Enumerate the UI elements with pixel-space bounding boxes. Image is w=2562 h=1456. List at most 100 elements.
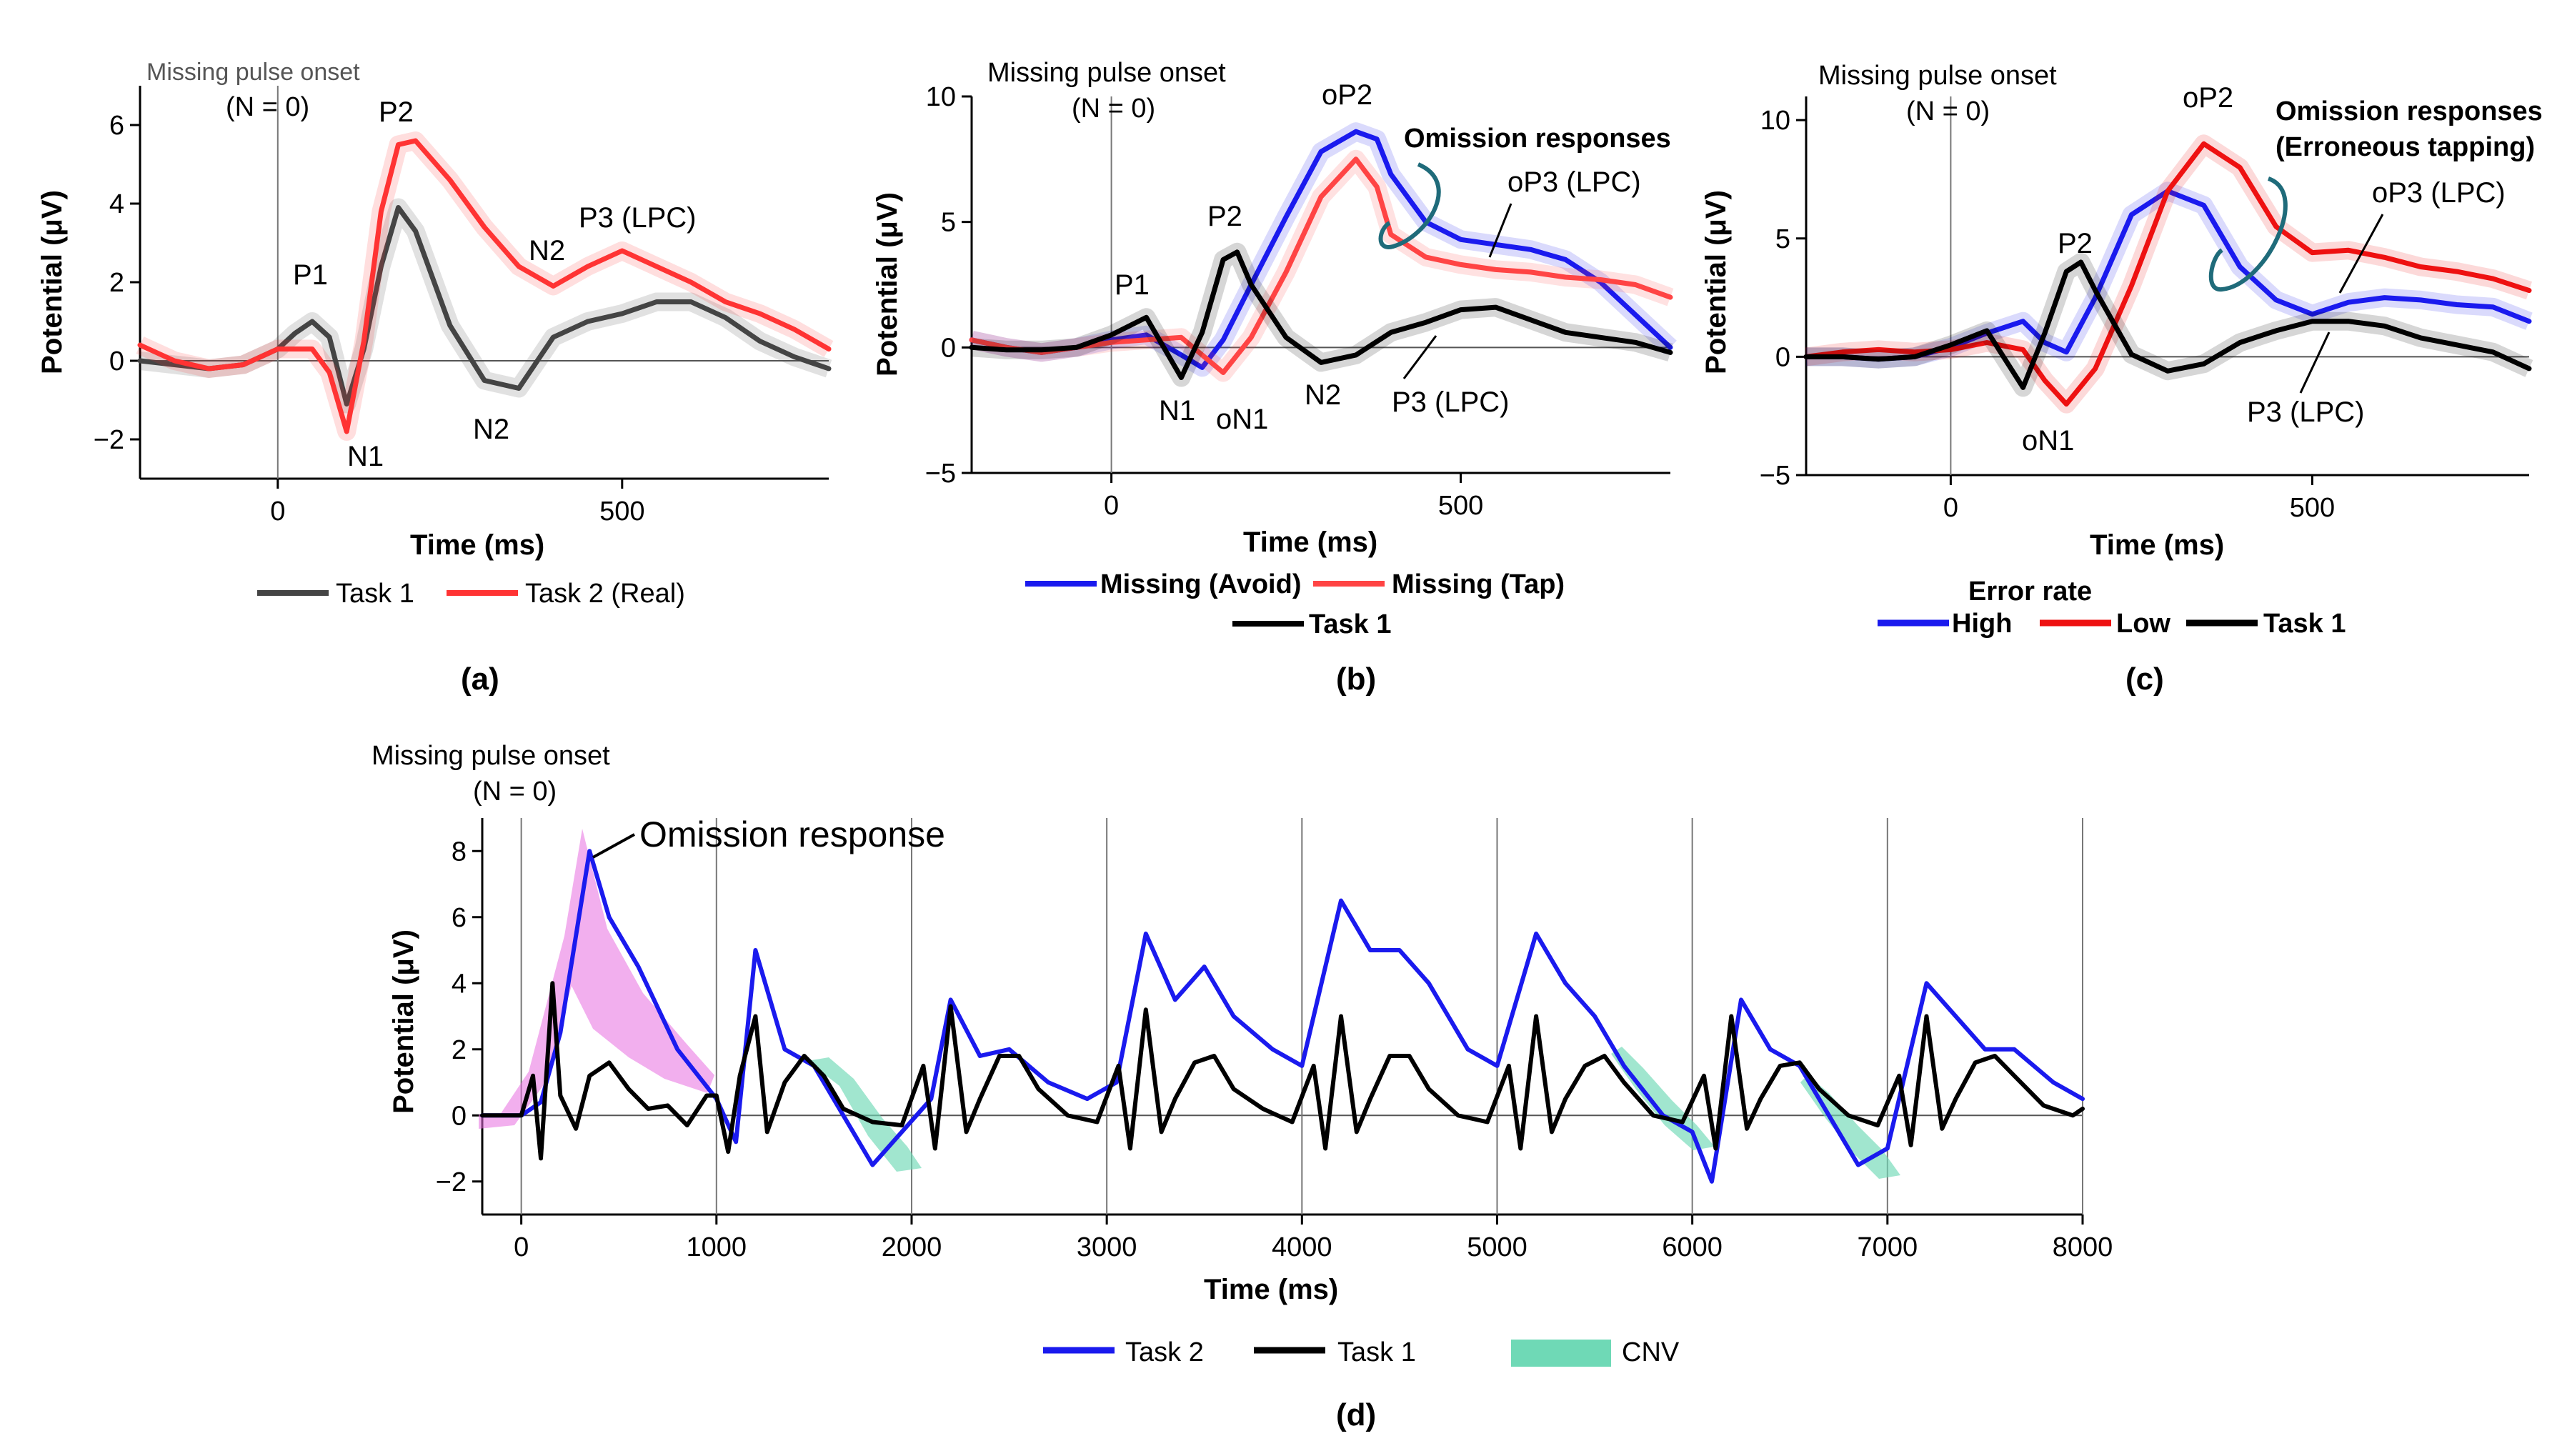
a-x-ticks: 0 500 <box>270 479 644 527</box>
a-legend-task2: Task 2 (Real) <box>525 579 685 609</box>
b-annot-n2: N2 <box>1305 379 1341 411</box>
d-x-label: Time (ms) <box>1204 1274 1338 1305</box>
d-ytick-label-3: 4 <box>452 969 467 999</box>
a-legend-task1: Task 1 <box>336 579 414 609</box>
d-ytick-label-0: −2 <box>436 1167 467 1197</box>
a-xtick-label-0: 0 <box>270 497 285 527</box>
a-onset-n: (N = 0) <box>226 92 309 122</box>
b-xtick-label-1: 500 <box>1438 491 1483 521</box>
a-annot-n1: N1 <box>347 441 384 472</box>
c-ytick-label-1: 0 <box>1775 342 1790 372</box>
b-legend-tap: Missing (Tap) <box>1392 569 1565 599</box>
c-xtick-label-0: 0 <box>1943 493 1958 523</box>
c-ytick-label-2: 5 <box>1775 224 1790 254</box>
d-xtick-label-1: 1000 <box>687 1232 747 1262</box>
a-annot-n2-a: N2 <box>473 414 509 445</box>
b-annot-p3: P3 (LPC) <box>1392 387 1510 418</box>
a-xtick-label-1: 500 <box>599 497 644 527</box>
a-lines <box>140 141 829 432</box>
a-annot-n2-b: N2 <box>529 235 565 266</box>
c-annot-on1: oN1 <box>2022 425 2074 457</box>
a-onset-label: Missing pulse onset <box>146 59 360 86</box>
d-legend-task2: Task 2 <box>1125 1337 1204 1367</box>
b-y-ticks: −5 0 5 10 <box>925 82 972 489</box>
a-annot-p3: P3 (LPC) <box>579 202 697 234</box>
c-ytick-label-0: −5 <box>1760 461 1790 491</box>
b-annot-op2: oP2 <box>1322 79 1372 111</box>
a-legend: Task 1 Task 2 (Real) <box>257 579 685 609</box>
b-ytick-label-3: 10 <box>926 82 956 112</box>
d-ytick-label-2: 2 <box>452 1035 467 1065</box>
d-xtick-label-4: 4000 <box>1272 1232 1332 1262</box>
d-legend: Task 2 Task 1 CNV <box>1043 1337 1680 1367</box>
c-x-ticks: 0 500 <box>1943 475 2335 523</box>
c-legend-title: Error rate <box>1968 577 2092 607</box>
c-legend-low: Low <box>2116 609 2170 639</box>
a-y-label: Potential (μV) <box>36 190 68 374</box>
d-y-ticks: −2 0 2 4 6 8 <box>436 837 482 1197</box>
c-ytick-label-3: 10 <box>1760 106 1790 136</box>
d-ytick-label-4: 6 <box>452 903 467 933</box>
c-annot-p3: P3 (LPC) <box>2247 397 2365 428</box>
b-annot-on1: oN1 <box>1216 404 1268 435</box>
a-annot-p1: P1 <box>293 259 328 291</box>
b-xtick-label-0: 0 <box>1104 491 1119 521</box>
b-x-label: Time (ms) <box>1243 527 1377 558</box>
d-xtick-label-6: 6000 <box>1662 1232 1723 1262</box>
b-annot-p2: P2 <box>1207 201 1242 232</box>
a-y-ticks: −2 0 2 4 6 <box>94 111 140 455</box>
b-y-label: Potential (μV) <box>872 192 903 377</box>
b-ytick-label-0: −5 <box>925 459 956 489</box>
c-line-task-1 <box>1806 262 2529 388</box>
a-ytick-label-3: 4 <box>109 189 124 219</box>
d-legend-task1: Task 1 <box>1337 1337 1416 1367</box>
b-legend-avoid: Missing (Avoid) <box>1100 569 1301 599</box>
c-annot-erroneous: (Erroneous tapping) <box>2276 132 2535 162</box>
d-legend-swatch-cnv <box>1511 1340 1611 1367</box>
d-omission-pointer <box>593 834 634 857</box>
d-cnv-shade-2 <box>1611 1047 1715 1150</box>
d-ytick-label-1: 0 <box>452 1101 467 1131</box>
b-onset-label: Missing pulse onset <box>987 58 1226 88</box>
c-y-label: Potential (μV) <box>1700 190 1732 374</box>
d-xtick-label-5: 5000 <box>1467 1232 1527 1262</box>
d-xtick-label-2: 2000 <box>882 1232 942 1262</box>
d-x-ticks: 0 1000 2000 3000 4000 5000 6000 7000 8000 <box>514 1215 2113 1262</box>
c-legend-high: High <box>1952 609 2012 639</box>
d-annot-omission: Omission response <box>639 814 945 854</box>
d-panel-label: (d) <box>1336 1397 1376 1432</box>
c-annot-op3: oP3 (LPC) <box>2372 177 2506 209</box>
c-x-label: Time (ms) <box>2090 529 2224 561</box>
a-annot-p2: P2 <box>379 96 414 128</box>
c-p3-arrow <box>2301 332 2329 393</box>
c-legend: Error rate High Low Task 1 <box>1878 577 2346 639</box>
a-x-label: Time (ms) <box>410 529 544 561</box>
c-panel-label: (c) <box>2125 662 2164 697</box>
d-xtick-label-7: 7000 <box>1858 1232 1918 1262</box>
b-onset-n: (N = 0) <box>1072 94 1155 124</box>
d-ytick-label-5: 8 <box>452 837 467 867</box>
d-xtick-label-8: 8000 <box>2053 1232 2113 1262</box>
d-y-label: Potential (μV) <box>388 929 419 1114</box>
b-ytick-label-2: 5 <box>941 208 956 238</box>
d-onset-label: Missing pulse onset <box>372 741 610 771</box>
b-annot-omission: Omission responses <box>1404 124 1671 154</box>
c-onset-n: (N = 0) <box>1906 96 1990 126</box>
b-legend-task1: Task 1 <box>1309 609 1391 639</box>
a-ytick-label-2: 2 <box>109 268 124 298</box>
a-panel-label: (a) <box>461 662 499 697</box>
figure: −20246 0 500 Missing pulse onset (N = 0) … <box>0 0 2562 1456</box>
d-onset-n: (N = 0) <box>473 777 557 807</box>
c-legend-task1: Task 1 <box>2263 609 2346 639</box>
c-annot-omission: Omission responses <box>2276 96 2543 126</box>
panel-d: −202468 0 1000 2000 3000 4000 5000 6000 7000 800… <box>372 741 2113 1432</box>
b-annot-p1: P1 <box>1115 269 1150 301</box>
b-annot-op3: oP3 (LPC) <box>1507 166 1641 198</box>
b-legend: Missing (Avoid) Missing (Tap) Task 1 <box>1025 569 1565 639</box>
c-xtick-label-1: 500 <box>2290 493 2335 523</box>
d-legend-cnv: CNV <box>1622 1337 1680 1367</box>
c-y-ticks: −5 0 5 10 <box>1760 106 1806 491</box>
a-ytick-label-1: 0 <box>109 346 124 377</box>
